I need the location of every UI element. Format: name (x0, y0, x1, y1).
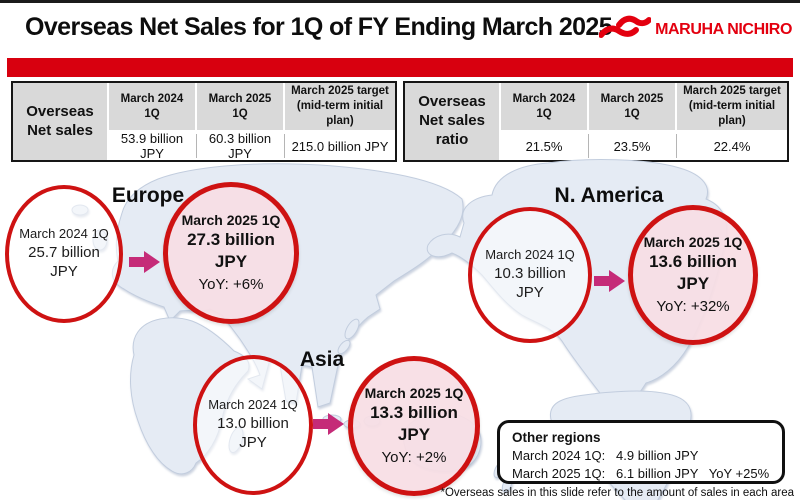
net-sales-table: Overseas Net sales March 2024 1Q March 2… (11, 81, 397, 162)
net-sales-ratio-table: Overseas Net sales ratio March 2024 1Q M… (403, 81, 789, 162)
region-label-europe: Europe (111, 184, 185, 207)
region-label-asia: Asia (299, 348, 345, 371)
net-sales-target-value: 215.0 billion JPY (285, 132, 395, 160)
n-america-curr-period: March 2025 1Q (643, 234, 743, 251)
n-america-prev-value: 10.3 billion (494, 264, 566, 282)
net-sales-2025-value: 60.3 billion JPY (197, 131, 283, 161)
region-label-n-america: N. America (554, 184, 664, 207)
ratio-col-march-2024: March 2024 1Q (501, 83, 587, 130)
europe-prev-unit: JPY (50, 263, 78, 281)
company-logo: MARUHA NICHIRO (599, 15, 792, 45)
europe-curr-unit: JPY (214, 252, 248, 272)
other-regions-2024: March 2024 1Q: 4.9 billion JPY (512, 448, 699, 464)
col-march-2024: March 2024 1Q (109, 83, 195, 130)
n-america-curr-value: 13.6 billion (649, 252, 737, 272)
n-america-yoy: YoY: +32% (656, 298, 730, 316)
n-america-prev-unit: JPY (516, 284, 544, 302)
asia-curr-period: March 2025 1Q (364, 385, 464, 402)
asia-current-circle: March 2025 1Q 13.3 billion JPY YoY: +2% (348, 356, 480, 496)
footnote: *Overseas sales in this slide refer to t… (440, 487, 795, 499)
col-march-2025-target: March 2025 target (mid-term initial plan… (285, 83, 395, 130)
n-america-current-circle: March 2025 1Q 13.6 billion JPY YoY: +32% (628, 205, 758, 345)
europe-curr-value: 27.3 billion (187, 230, 275, 250)
logo-text: MARUHA NICHIRO (655, 21, 792, 38)
europe-prev-circle: March 2024 1Q 25.7 billion JPY (5, 185, 123, 323)
n-america-prev-period: March 2024 1Q (485, 247, 575, 263)
asia-prev-unit: JPY (239, 434, 267, 452)
ratio-row-header: Overseas Net sales ratio (405, 83, 499, 160)
island-japan-south (337, 339, 351, 355)
other-regions-box: Other regions March 2024 1Q: 4.9 billion… (497, 420, 785, 484)
asia-prev-circle: March 2024 1Q 13.0 billion JPY (193, 355, 313, 495)
asia-arrow-icon (313, 413, 344, 435)
asia-prev-value: 13.0 billion (217, 414, 289, 432)
net-sales-2024-value: 53.9 billion JPY (109, 131, 195, 161)
other-regions-2025: March 2025 1Q: 6.1 billion JPY YoY +25% (512, 466, 770, 482)
ratio-2025-value: 23.5% (589, 132, 675, 160)
col-march-2025: March 2025 1Q (197, 83, 283, 130)
ratio-2024-value: 21.5% (501, 132, 587, 160)
wave-logo-icon (599, 15, 652, 38)
other-regions-title: Other regions (512, 430, 601, 445)
europe-prev-period: March 2024 1Q (19, 226, 109, 242)
n-america-arrow-icon (594, 270, 625, 292)
red-banner (7, 58, 793, 77)
ratio-target-value: 22.4% (677, 132, 787, 160)
asia-curr-unit: JPY (397, 425, 431, 445)
ratio-col-march-2025: March 2025 1Q (589, 83, 675, 130)
island-japan (344, 318, 360, 340)
europe-yoy: YoY: +6% (198, 276, 264, 294)
europe-prev-value: 25.7 billion (28, 243, 100, 261)
asia-prev-period: March 2024 1Q (208, 397, 298, 413)
net-sales-row-header: Overseas Net sales (13, 83, 107, 160)
n-america-prev-circle: March 2024 1Q 10.3 billion JPY (468, 207, 592, 343)
asia-yoy: YoY: +2% (381, 449, 447, 467)
europe-current-circle: March 2025 1Q 27.3 billion JPY YoY: +6% (163, 182, 299, 324)
n-america-curr-unit: JPY (676, 274, 710, 294)
page-title: Overseas Net Sales for 1Q of FY Ending M… (25, 13, 613, 41)
europe-arrow-icon (129, 251, 160, 273)
asia-curr-value: 13.3 billion (370, 403, 458, 423)
europe-curr-period: March 2025 1Q (181, 212, 281, 229)
ratio-col-march-2025-target: March 2025 target (mid-term initial plan… (677, 83, 787, 130)
